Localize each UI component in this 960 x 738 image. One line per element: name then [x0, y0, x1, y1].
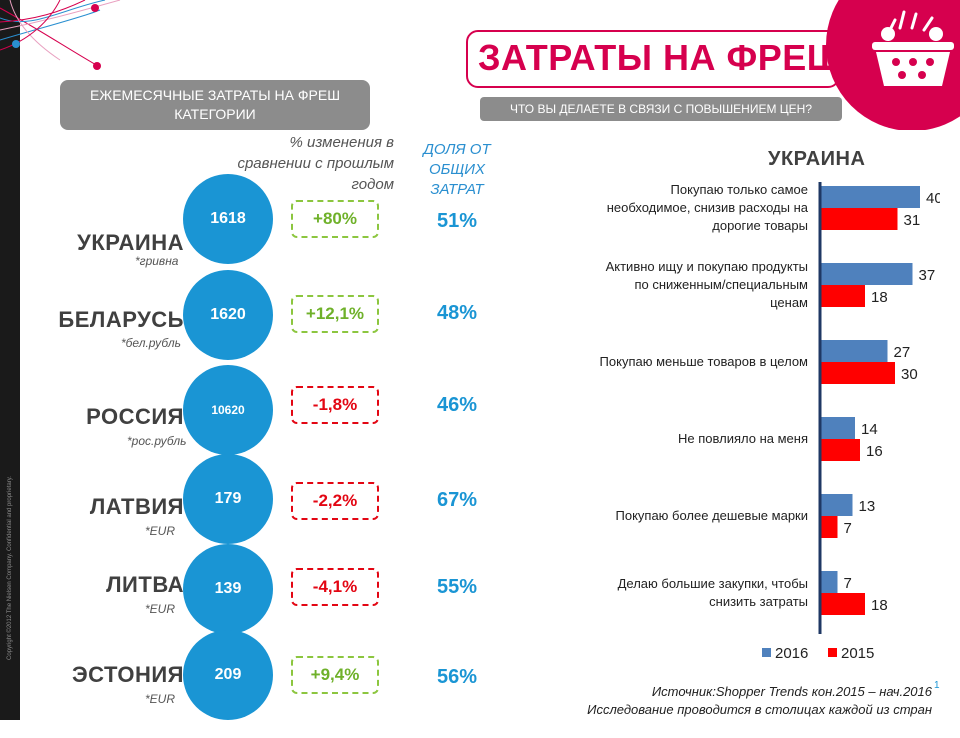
bar-value-label: 37	[919, 267, 936, 284]
bar-2016-0	[820, 186, 920, 208]
bar-value-label: 18	[871, 597, 888, 614]
change-badge: -1,8%	[291, 386, 379, 424]
share-value: 56%	[436, 666, 478, 688]
bar-2015-2	[820, 362, 895, 384]
bar-2016-1	[820, 263, 913, 285]
bar-value-label: 14	[861, 421, 878, 438]
category-label: ценам	[770, 295, 808, 310]
bar-value-label: 18	[871, 289, 888, 306]
share-header: ДОЛЯ ОТ ОБЩИХ ЗАТРАТ	[423, 141, 491, 198]
country-row-belarus: БЕЛАРУСЬ *бел.рубль 1620 +12,1% 48%	[0, 270, 520, 360]
spend-bubble: 209	[183, 630, 273, 720]
left-panel-header: ЕЖЕМЕСЯЧНЫЕ ЗАТРАТЫ НА ФРЕШ КАТЕГОРИИ	[60, 80, 370, 130]
bar-2015-3	[820, 439, 860, 461]
country-name: БЕЛАРУСЬ	[58, 307, 184, 332]
bar-value-label: 13	[859, 498, 876, 515]
bar-value-label: 16	[866, 443, 883, 460]
category-label: Активно ищу и покупаю продукты	[606, 259, 808, 274]
currency-note: *EUR	[145, 602, 176, 616]
category-label: дорогие товары	[712, 218, 808, 233]
country-row-estonia: ЭСТОНИЯ *EUR 209 +9,4% 56%	[0, 630, 520, 720]
bar-2015-1	[820, 285, 865, 307]
source-line-1: Источник:Shopper Trends кон.2015 – нач.2…	[651, 684, 932, 699]
share-value: 55%	[436, 576, 478, 598]
spend-bubble: 1620	[183, 270, 273, 360]
legend-swatch-2016	[762, 648, 771, 657]
change-badge: -4,1%	[291, 568, 379, 606]
legend-label-2015: 2015	[841, 645, 874, 662]
share-value: 48%	[436, 302, 478, 324]
currency-note: *бел.рубль	[121, 336, 181, 350]
page-title: ЗАТРАТЫ НА ФРЕШ	[478, 37, 844, 78]
share-value: 46%	[436, 394, 478, 416]
country-name: ЛАТВИЯ	[89, 494, 184, 519]
bar-2015-4	[820, 516, 838, 538]
country-name: РОССИЯ	[86, 404, 184, 429]
country-name: УКРАИНА	[77, 230, 184, 255]
currency-note: *EUR	[145, 692, 176, 706]
country-row-lithuania: ЛИТВА *EUR 139 -4,1% 55%	[0, 542, 520, 634]
bar-value-label: 40	[926, 190, 940, 207]
country-name: ЛИТВА	[106, 572, 184, 597]
legend-swatch-2015	[828, 648, 837, 657]
source-note: Источник:Shopper Trends кон.2015 – нач.2…	[540, 683, 932, 719]
category-label: по сниженным/специальным	[634, 277, 808, 292]
currency-note: *гривна	[135, 254, 179, 268]
decorative-lines	[0, 0, 121, 70]
bar-2016-5	[820, 571, 838, 593]
legend-label-2016: 2016	[775, 645, 808, 662]
chart-title: УКРАИНА	[768, 148, 866, 170]
bar-value-label: 7	[844, 575, 852, 592]
bar-2015-0	[820, 208, 898, 230]
bar-value-label: 31	[904, 212, 921, 229]
question-banner: ЧТО ВЫ ДЕЛАЕТЕ В СВЯЗИ С ПОВЫШЕНИЕМ ЦЕН?	[480, 97, 842, 121]
share-value: 67%	[436, 489, 478, 511]
country-row-ukraine: УКРАИНА *гривна 1618 +80% 51%	[0, 172, 520, 268]
spend-bubble: 139	[183, 544, 273, 634]
category-label: Покупаю только самое	[671, 182, 808, 197]
page-number: 1	[934, 680, 940, 691]
category-label: Не повлияло на меня	[678, 431, 808, 446]
bar-2016-4	[820, 494, 853, 516]
category-label: необходимое, снизив расходы на	[607, 200, 809, 215]
country-row-latvia: ЛАТВИЯ *EUR 179 -2,2% 67%	[0, 454, 520, 544]
bar-value-label: 27	[894, 344, 911, 361]
basket-icon	[826, 0, 960, 130]
country-name: ЭСТОНИЯ	[71, 662, 184, 687]
spend-bubble: 179	[183, 454, 273, 544]
bar-2016-2	[820, 340, 888, 362]
category-label: Покупаю более дешевые марки	[616, 508, 809, 523]
bar-value-label: 30	[901, 366, 918, 383]
bar-chart: 40 31 Покупаю только самое необходимое, сни…	[600, 182, 940, 662]
change-badge: +12,1%	[291, 295, 379, 333]
spend-bubble: 10620	[183, 365, 273, 455]
currency-note: *EUR	[145, 524, 176, 538]
change-badge: -2,2%	[291, 482, 379, 520]
spend-bubble: 1618	[183, 174, 273, 264]
bar-value-label: 7	[844, 520, 852, 537]
source-line-2: Исследование проводится в столицах каждо…	[587, 702, 932, 717]
change-badge: +9,4%	[291, 656, 379, 694]
category-label: Покупаю меньше товаров в целом	[600, 354, 809, 369]
share-value: 51%	[436, 210, 478, 232]
pct-change-header: % изменения в сравнении с прошлым годом	[237, 134, 394, 193]
left-strip	[0, 0, 20, 720]
currency-note: *рос.рубль	[127, 434, 187, 448]
bar-2015-5	[820, 593, 865, 615]
bar-2016-3	[820, 417, 855, 439]
category-label: снизить затраты	[709, 594, 808, 609]
change-badge: +80%	[291, 200, 379, 238]
category-label: Делаю большие закупки, чтобы	[618, 576, 808, 591]
country-row-russia: РОССИЯ *рос.рубль 10620 -1,8% 46%	[0, 362, 520, 455]
